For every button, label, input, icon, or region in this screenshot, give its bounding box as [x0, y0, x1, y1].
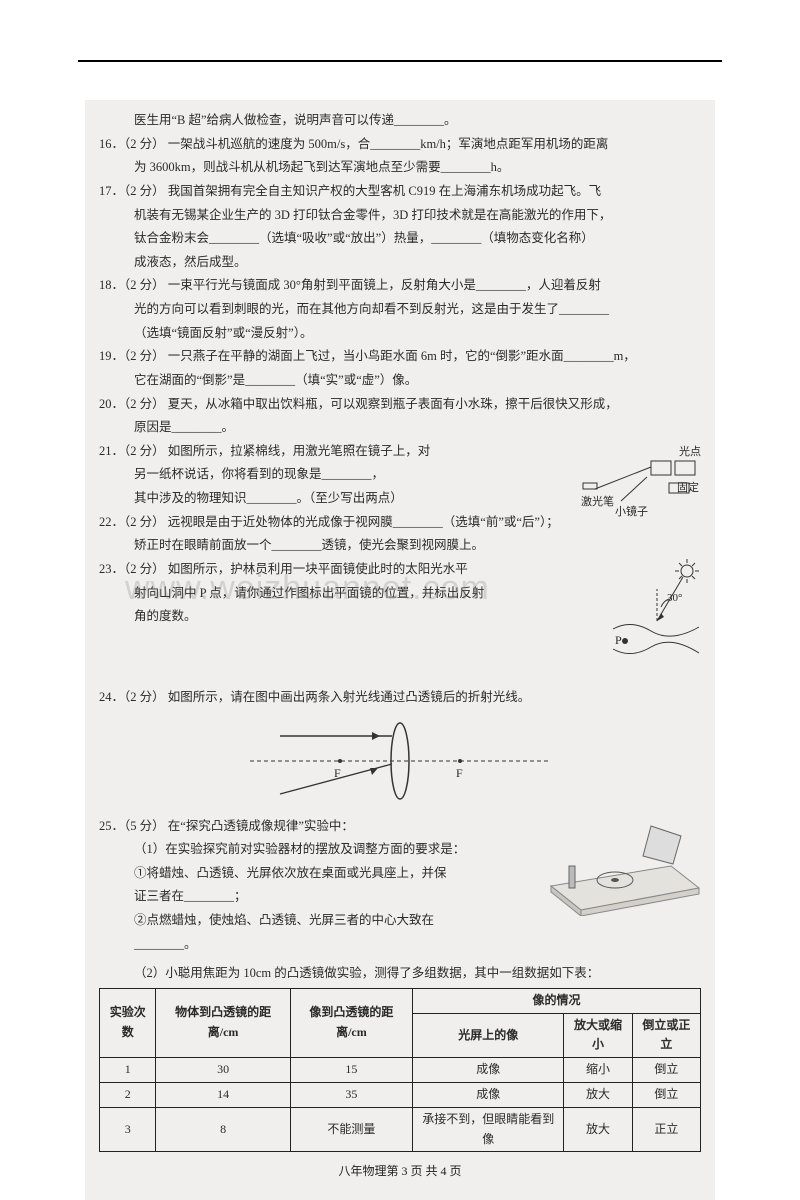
table-header-row-1: 实验次数 物体到凸透镜的距离/cm 像到凸透镜的距离/cm 像的情况	[100, 988, 701, 1013]
cell: 不能测量	[290, 1107, 412, 1152]
table-row: 1 30 15 成像 缩小 倒立	[100, 1058, 701, 1083]
cell: 30	[156, 1058, 290, 1083]
pre-line: 医生用“B 超”给病人做检查，说明声音可以传递________。	[99, 110, 701, 131]
question-24: 24．（2 分） 如图所示，请在图中画出两条入射光线通过凸透镜后的折射光线。	[99, 687, 701, 708]
q25-num: 25．（5 分）	[99, 819, 165, 833]
q19-line1: 一只燕子在平静的湖面上飞过，当小鸟距水面 6m 时，它的“倒影”距水面_____…	[168, 349, 636, 363]
q16-line1: 一架战斗机巡航的速度为 500m/s，合________km/h；军演地点距军用…	[168, 137, 609, 151]
q17-line3: 钛合金粉末会________（选填“吸收”或“放出”）热量，________（填…	[99, 228, 701, 249]
q21-line1: 如图所示，拉紧棉线，用激光笔照在镜子上，对	[168, 444, 431, 458]
figure-convex-lens: F F	[250, 716, 550, 806]
th-orientation: 倒立或正立	[632, 1013, 700, 1058]
figure-sun-mirror: 30° P	[611, 559, 701, 669]
q18-line1: 一束平行光与镜面成 30°角射到平面镜上，反射角大小是________，人迎着反…	[168, 278, 601, 292]
page-footer: 八年物理第 3 页 共 4 页	[99, 1162, 701, 1182]
cell: 14	[156, 1083, 290, 1108]
q18-line2: 光的方向可以看到刺眼的光，而在其他方向却看不到反射光，这是由于发生了______…	[99, 299, 701, 320]
q17-line4: 成液态，然后成型。	[99, 252, 701, 273]
label-f-right: F	[456, 764, 463, 784]
q24-num: 24．（2 分）	[99, 690, 165, 704]
label-light-spot: 光点	[679, 443, 701, 461]
cell: 成像	[413, 1058, 564, 1083]
cell: 35	[290, 1083, 412, 1108]
lens-data-table: 实验次数 物体到凸透镜的距离/cm 像到凸透镜的距离/cm 像的情况 光屏上的像…	[99, 988, 701, 1153]
q20-line2: 原因是________。	[99, 417, 701, 438]
exam-page: 医生用“B 超”给病人做检查，说明声音可以传递________。 16．（2 分…	[85, 100, 715, 1200]
th-size: 放大或缩小	[564, 1013, 632, 1058]
convex-lens-svg	[250, 716, 550, 806]
q17-num: 17．（2 分）	[99, 184, 165, 198]
q25-p1e: ________。	[99, 934, 701, 955]
th-exp-no: 实验次数	[100, 988, 156, 1057]
label-f-left: F	[334, 764, 341, 784]
label-fixed: 固定	[677, 479, 699, 497]
q20-num: 20．（2 分）	[99, 397, 165, 411]
cell: 放大	[564, 1107, 632, 1152]
cell: 1	[100, 1058, 156, 1083]
q25-p2: （2）小聪用焦距为 10cm 的凸透镜做实验，测得了多组数据，其中一组数据如下表…	[99, 963, 701, 984]
q18-line3: （选填“镜面反射”或“漫反射”）。	[99, 323, 701, 344]
q21-num: 21．（2 分）	[99, 444, 165, 458]
cell: 放大	[564, 1083, 632, 1108]
q18-num: 18．（2 分）	[99, 278, 165, 292]
table-row: 2 14 35 成像 放大 倒立	[100, 1083, 701, 1108]
label-point-p: P	[615, 631, 622, 651]
question-20: 20．（2 分） 夏天，从冰箱中取出饮料瓶，可以观察到瓶子表面有小水珠，擦干后很…	[99, 394, 701, 415]
q16-line2: 为 3600km，则战斗机从机场起飞到达军演地点至少需要________h。	[99, 157, 701, 178]
question-19: 19．（2 分） 一只燕子在平静的湖面上飞过，当小鸟距水面 6m 时，它的“倒影…	[99, 346, 701, 367]
label-laser-pen: 激光笔	[581, 493, 614, 511]
q22-num: 22．（2 分）	[99, 515, 165, 529]
question-17: 17．（2 分） 我国首架拥有完全自主知识产权的大型客机 C919 在上海浦东机…	[99, 181, 701, 202]
th-image-info: 像的情况	[413, 988, 701, 1013]
q24-line1: 如图所示，请在图中画出两条入射光线通过凸透镜后的折射光线。	[168, 690, 531, 704]
cell: 承接不到，但眼睛能看到像	[413, 1107, 564, 1152]
cell: 15	[290, 1058, 412, 1083]
cell: 2	[100, 1083, 156, 1108]
optical-bench-svg	[541, 816, 701, 916]
q23-num: 23．（2 分）	[99, 562, 165, 576]
cell: 缩小	[564, 1058, 632, 1083]
th-object-dist: 物体到凸透镜的距离/cm	[156, 988, 290, 1057]
th-screen-image: 光屏上的像	[413, 1013, 564, 1058]
q20-line1: 夏天，从冰箱中取出饮料瓶，可以观察到瓶子表面有小水珠，擦干后很快又形成，	[168, 397, 618, 411]
cell: 倒立	[632, 1058, 700, 1083]
cell: 3	[100, 1107, 156, 1152]
cell: 8	[156, 1107, 290, 1152]
table-row: 3 8 不能测量 承接不到，但眼睛能看到像 放大 正立	[100, 1107, 701, 1152]
q19-line2: 它在湖面的“倒影”是________（填“实”或“虚”）像。	[99, 370, 701, 391]
q16-num: 16．（2 分）	[99, 137, 165, 151]
top-rule	[78, 60, 722, 62]
th-image-dist: 像到凸透镜的距离/cm	[290, 988, 412, 1057]
figure-laser-mirror: 光点 激光笔 固定 小镜子	[581, 443, 701, 521]
q23-line1: 如图所示，护林员利用一块平面镜使此时的太阳光水平	[168, 562, 468, 576]
label-30deg: 30°	[667, 589, 682, 607]
question-18: 18．（2 分） 一束平行光与镜面成 30°角射到平面镜上，反射角大小是____…	[99, 275, 701, 296]
sun-mirror-svg	[611, 559, 701, 669]
q17-line1: 我国首架拥有完全自主知识产权的大型客机 C919 在上海浦东机场成功起飞。飞	[168, 184, 601, 198]
q22-line1: 远视眼是由于近处物体的光成像于视网膜________（选填“前”或“后”）；	[168, 515, 559, 529]
q22-line2: 矫正时在眼睛前面放一个________透镜，使光会聚到视网膜上。	[99, 535, 701, 556]
figure-optical-bench	[541, 816, 701, 916]
cell: 成像	[413, 1083, 564, 1108]
cell: 倒立	[632, 1083, 700, 1108]
q25-title: 在“探究凸透镜成像规律”实验中：	[168, 819, 354, 833]
question-16: 16．（2 分） 一架战斗机巡航的速度为 500m/s，合________km/…	[99, 134, 701, 155]
q17-line2: 机装有无锡某企业生产的 3D 打印钛合金零件，3D 打印技术就是在高能激光的作用…	[99, 205, 701, 226]
q19-num: 19．（2 分）	[99, 349, 165, 363]
label-small-mirror: 小镜子	[615, 503, 648, 521]
cell: 正立	[632, 1107, 700, 1152]
